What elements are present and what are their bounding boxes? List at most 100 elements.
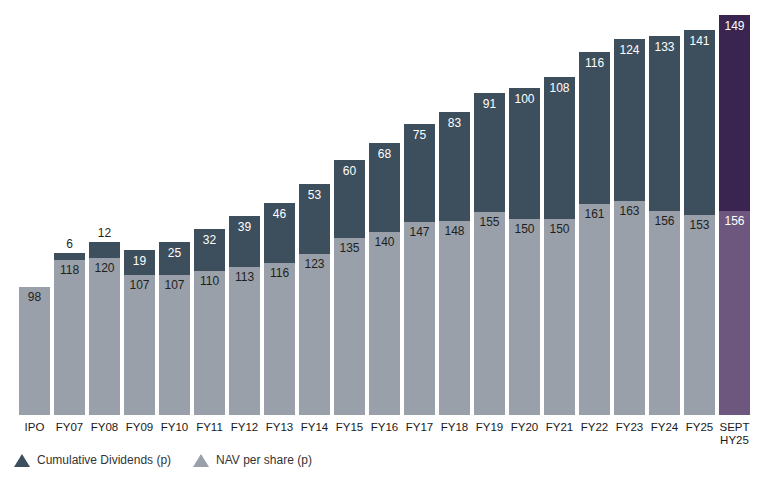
nav-value-label: 150 bbox=[544, 219, 575, 236]
bar-segment-cumulative-dividends: 100 bbox=[509, 88, 540, 219]
dividends-value-label: 60 bbox=[334, 160, 365, 178]
bar-segment-nav-per-share: 118 bbox=[54, 260, 85, 415]
legend-label-nav-per-share: NAV per share (p) bbox=[216, 453, 312, 467]
bar-segment-cumulative-dividends: 25 bbox=[159, 242, 190, 275]
x-axis-label: SEPT HY25 bbox=[719, 421, 750, 447]
bar-column: 149 156 bbox=[719, 15, 750, 415]
bar-segment-nav-per-share: 140 bbox=[369, 232, 400, 415]
x-axis-label: FY13 bbox=[264, 421, 295, 447]
dividends-value-label: 124 bbox=[614, 39, 645, 57]
x-axis-label: FY16 bbox=[369, 421, 400, 447]
bar-segment-nav-per-share: 98 bbox=[19, 287, 50, 415]
dividends-value-label: 53 bbox=[299, 184, 330, 202]
bar-segment-cumulative-dividends: 133 bbox=[649, 36, 680, 210]
nav-value-label: 153 bbox=[684, 215, 715, 232]
bar-segment-nav-per-share: 161 bbox=[579, 204, 610, 415]
nav-value-label: 148 bbox=[439, 221, 470, 238]
nav-value-label: 118 bbox=[54, 260, 85, 277]
nav-dividends-stacked-bar-chart: 9861181212019107251073211039113461165312… bbox=[0, 0, 757, 490]
plot-area: 9861181212019107251073211039113461165312… bbox=[0, 0, 757, 415]
bar-segment-cumulative-dividends: 75 bbox=[404, 124, 435, 222]
bar-segment-cumulative-dividends: 149 bbox=[719, 15, 750, 210]
x-axis-label: FY11 bbox=[194, 421, 225, 447]
nav-value-label: 150 bbox=[509, 219, 540, 236]
bar-column: 46 116 bbox=[264, 203, 295, 415]
bar-segment-nav-per-share: 123 bbox=[299, 254, 330, 415]
x-axis-label: FY12 bbox=[229, 421, 260, 447]
bar-segment-cumulative-dividends bbox=[54, 253, 85, 261]
nav-value-label: 156 bbox=[719, 211, 750, 228]
dividends-value-label: 32 bbox=[194, 229, 225, 247]
bar-segment-nav-per-share: 107 bbox=[124, 275, 155, 415]
bar-segment-nav-per-share: 150 bbox=[544, 219, 575, 416]
dividends-value-label: 6 bbox=[54, 238, 85, 251]
dividends-value-label: 108 bbox=[544, 77, 575, 95]
bar-segment-cumulative-dividends: 68 bbox=[369, 143, 400, 232]
bar-segment-cumulative-dividends: 83 bbox=[439, 112, 470, 221]
bar-column: 25107 bbox=[159, 242, 190, 415]
nav-value-label: 107 bbox=[124, 275, 155, 292]
x-axis-label: FY19 bbox=[474, 421, 505, 447]
bar-column: 19107 bbox=[124, 250, 155, 415]
nav-value-label: 107 bbox=[159, 275, 190, 292]
bar-segment-cumulative-dividends: 60 bbox=[334, 160, 365, 239]
x-axis-label: FY20 bbox=[509, 421, 540, 447]
bar-column: 68 140 bbox=[369, 143, 400, 415]
legend-item-nav-per-share: NAV per share (p) bbox=[193, 453, 312, 467]
bar-column: 100150 bbox=[509, 88, 540, 416]
bar-segment-nav-per-share: 156 bbox=[719, 211, 750, 415]
x-axis-label: FY24 bbox=[649, 421, 680, 447]
bar-column: 91 155 bbox=[474, 93, 505, 415]
bar-segment-cumulative-dividends: 108 bbox=[544, 77, 575, 218]
nav-value-label: 147 bbox=[404, 222, 435, 239]
legend: Cumulative Dividends (p) NAV per share (… bbox=[14, 453, 312, 467]
dividends-value-label: 68 bbox=[369, 143, 400, 161]
nav-value-label: 156 bbox=[649, 211, 680, 228]
nav-value-label: 140 bbox=[369, 232, 400, 249]
dividends-value-label: 91 bbox=[474, 93, 505, 111]
nav-value-label: 161 bbox=[579, 204, 610, 221]
x-axis-label: FY07 bbox=[54, 421, 85, 447]
nav-value-label: 98 bbox=[19, 287, 50, 304]
x-axis-label: FY18 bbox=[439, 421, 470, 447]
dividends-value-label: 83 bbox=[439, 112, 470, 130]
bar-segment-nav-per-share: 147 bbox=[404, 222, 435, 415]
bar-segment-nav-per-share: 150 bbox=[509, 219, 540, 416]
dividends-value-label: 133 bbox=[649, 36, 680, 54]
bar-segment-cumulative-dividends: 32 bbox=[194, 229, 225, 271]
dividends-value-label: 116 bbox=[579, 52, 610, 70]
bar-segment-cumulative-dividends: 39 bbox=[229, 216, 260, 267]
legend-label-cumulative-dividends: Cumulative Dividends (p) bbox=[37, 453, 171, 467]
x-axis: IPOFY07FY08FY09FY10FY11FY12FY13FY14FY15F… bbox=[0, 421, 757, 447]
bar-segment-nav-per-share: 116 bbox=[264, 263, 295, 415]
bar-column: 124 163 bbox=[614, 39, 645, 415]
bar-segment-nav-per-share: 107 bbox=[159, 275, 190, 415]
dividends-value-label: 12 bbox=[89, 227, 120, 240]
x-axis-label: FY09 bbox=[124, 421, 155, 447]
dividends-value-label: 39 bbox=[229, 216, 260, 234]
dividends-value-label: 46 bbox=[264, 203, 295, 221]
x-axis-label: FY23 bbox=[614, 421, 645, 447]
bar-segment-cumulative-dividends: 124 bbox=[614, 39, 645, 201]
bar-column: 6 118 bbox=[54, 238, 85, 415]
x-axis-label: FY14 bbox=[299, 421, 330, 447]
bar-segment-cumulative-dividends: 141 bbox=[684, 30, 715, 215]
dividends-value-label: 149 bbox=[719, 15, 750, 33]
nav-value-label: 155 bbox=[474, 212, 505, 229]
bar-column: 83 148 bbox=[439, 112, 470, 415]
x-axis-label: FY22 bbox=[579, 421, 610, 447]
legend-item-cumulative-dividends: Cumulative Dividends (p) bbox=[14, 453, 171, 467]
nav-value-label: 110 bbox=[194, 271, 225, 288]
bar-segment-nav-per-share: 163 bbox=[614, 201, 645, 415]
nav-value-label: 116 bbox=[264, 263, 295, 280]
dividends-value-label: 19 bbox=[124, 250, 155, 268]
bar-segment-cumulative-dividends: 91 bbox=[474, 93, 505, 212]
bar-segment-nav-per-share: 110 bbox=[194, 271, 225, 415]
bar-segment-nav-per-share: 135 bbox=[334, 238, 365, 415]
bar-column: 75147 bbox=[404, 124, 435, 415]
nav-value-label: 113 bbox=[229, 267, 260, 284]
bar-segment-cumulative-dividends: 53 bbox=[299, 184, 330, 253]
bar-column: 53 123 bbox=[299, 184, 330, 415]
triangle-icon bbox=[14, 454, 30, 467]
bar-segment-nav-per-share: 156 bbox=[649, 211, 680, 415]
